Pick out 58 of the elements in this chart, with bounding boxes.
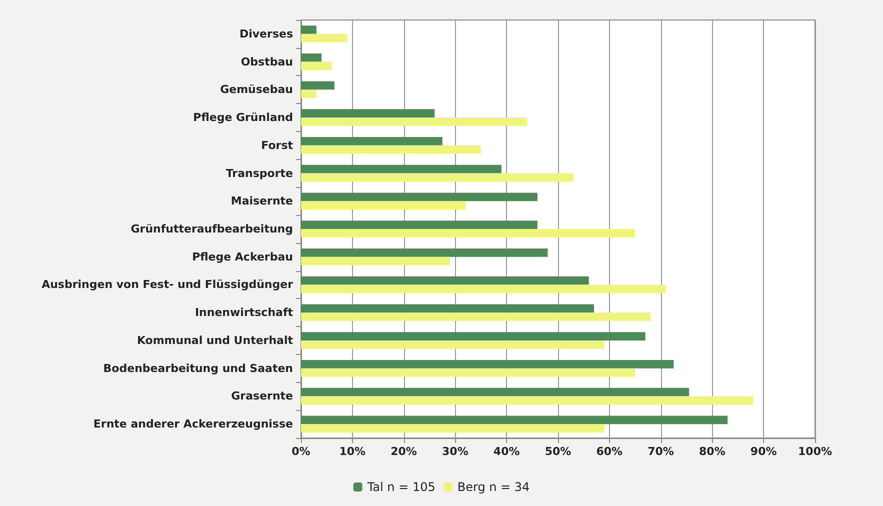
bar — [301, 173, 574, 182]
y-tick-label: Diverses — [239, 27, 294, 40]
bar — [301, 416, 728, 424]
bar — [301, 34, 348, 42]
bar — [301, 256, 450, 266]
x-tick-label: 10% — [339, 445, 366, 458]
bar — [301, 118, 528, 126]
x-tick-label: 20% — [390, 445, 417, 458]
bar — [301, 90, 316, 98]
y-tick-label: Transporte — [226, 166, 293, 180]
y-tick-label: Ausbringen von Fest- und Flüssigdünger — [42, 278, 294, 292]
x-tick-label: 50% — [544, 445, 572, 458]
bar — [301, 26, 316, 34]
x-tick-label: 80% — [699, 445, 726, 458]
y-tick-label: Forst — [261, 138, 293, 152]
bar — [301, 360, 674, 368]
legend-label: Tal n = 105 — [366, 480, 436, 494]
bar — [301, 62, 332, 70]
y-tick-label: Grünfutteraufbearbeitung — [130, 222, 293, 236]
x-tick-label: 0% — [292, 445, 310, 458]
bar — [301, 248, 548, 257]
bar — [301, 164, 502, 174]
bar — [301, 340, 604, 349]
y-tick-label: Pflege Ackerbau — [192, 250, 293, 264]
bar — [301, 368, 636, 377]
bar — [301, 304, 594, 313]
bar — [301, 388, 690, 396]
bar — [301, 276, 589, 285]
y-tick-label: Ernte anderer Ackererzeugnisse — [93, 418, 293, 431]
y-tick-label: Grasernte — [231, 390, 293, 403]
y-tick-label: Gemüsebau — [220, 83, 293, 96]
bar — [301, 192, 538, 202]
bar — [301, 424, 604, 432]
bar — [301, 332, 646, 340]
bar — [301, 284, 666, 294]
y-tick-label: Innenwirtschaft — [194, 306, 293, 320]
bar — [301, 312, 651, 321]
y-tick-label: Obstbau — [240, 55, 293, 68]
y-tick-label: Pflege Grünland — [193, 111, 293, 124]
bar — [301, 220, 538, 229]
y-tick-label: Bodenbearbeitung und Saaten — [103, 362, 293, 375]
legend-label: Berg n = 34 — [457, 480, 530, 494]
x-tick-label: 40% — [493, 445, 520, 458]
bar — [301, 396, 754, 405]
bar — [301, 53, 322, 62]
x-tick-label: 90% — [750, 445, 777, 458]
bar — [301, 81, 334, 90]
x-tick-label: 100% — [798, 445, 832, 458]
x-tick-label: 70% — [648, 445, 674, 458]
bar — [301, 145, 481, 154]
y-tick-label: Maisernte — [230, 194, 293, 208]
bar — [301, 109, 435, 118]
y-tick-label: Kommunal und Unterhalt — [136, 334, 293, 347]
bar — [301, 137, 442, 146]
bar — [301, 201, 466, 210]
bar — [301, 229, 636, 238]
x-tick-label: 60% — [596, 445, 623, 458]
x-tick-label: 30% — [442, 445, 468, 458]
